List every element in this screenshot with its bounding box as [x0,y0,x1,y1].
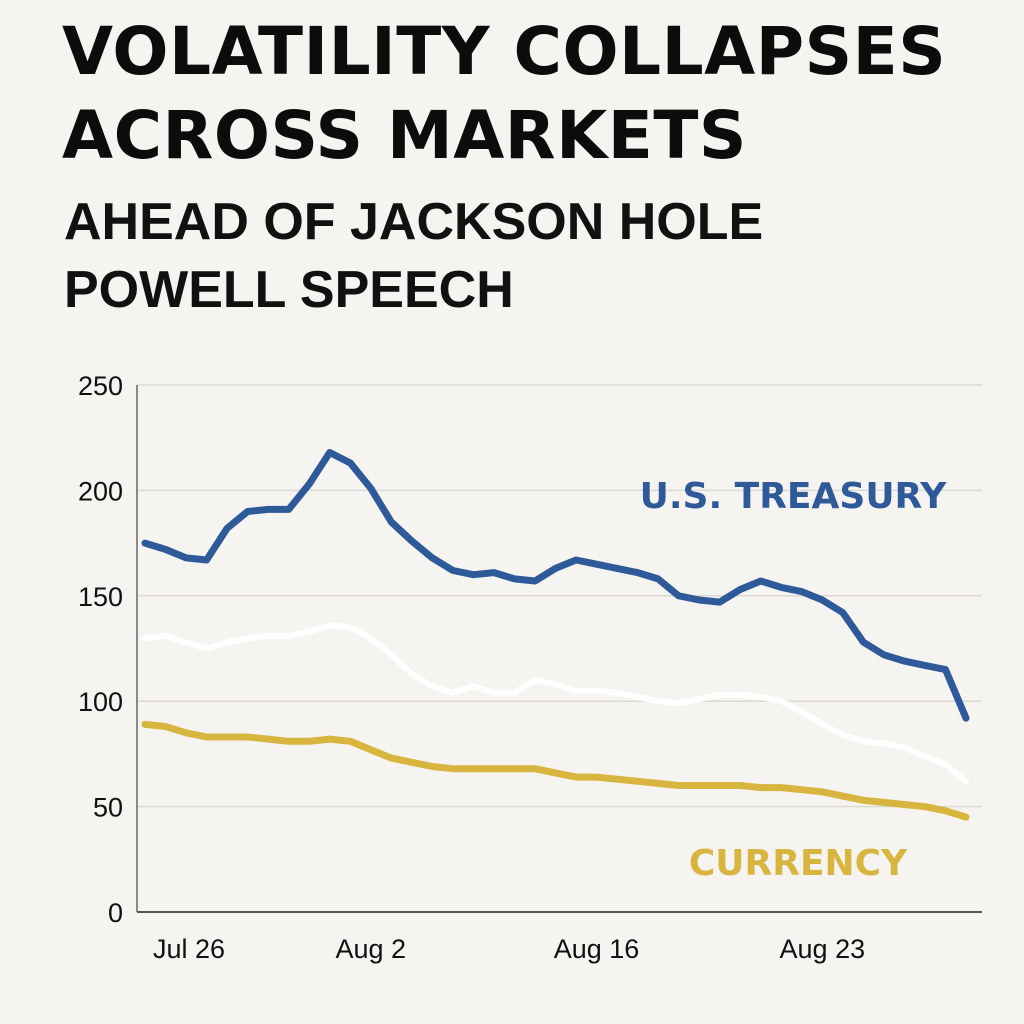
series-label-0: U.S. TREASURY [640,476,948,517]
x-tick-label-1: Aug 2 [335,934,406,964]
y-tick-label-50: 50 [93,793,123,823]
y-tick-label-100: 100 [78,687,123,717]
chart-subtitle: AHEAD OF JACKSON HOLE POWELL SPEECH [64,193,764,319]
y-tick-label-150: 150 [78,582,123,612]
series-label-1: CURRENCY [689,843,908,884]
x-tick-label-0: Jul 26 [153,934,225,964]
y-tick-label-250: 250 [78,371,123,401]
x-tick-label-3: Aug 23 [780,934,866,964]
x-axis-ticks: Jul 26 Aug 2 Aug 16 Aug 23 [153,934,865,964]
series-line-0 [141,449,970,722]
chart-title: VOLATILITY COLLAPSES ACROSS MARKETS [62,13,947,174]
series-labels: U.S. TREASURY CURRENCY [640,476,948,884]
y-axis-ticks: 0 50 100 150 200 250 [78,371,123,928]
x-tick-label-2: Aug 16 [554,934,640,964]
grid-lines [137,384,982,808]
series-lines [141,449,970,821]
series-line-1 [142,622,969,785]
y-tick-label-0: 0 [108,898,123,928]
series-line-2 [141,720,970,821]
y-tick-label-200: 200 [78,476,123,506]
